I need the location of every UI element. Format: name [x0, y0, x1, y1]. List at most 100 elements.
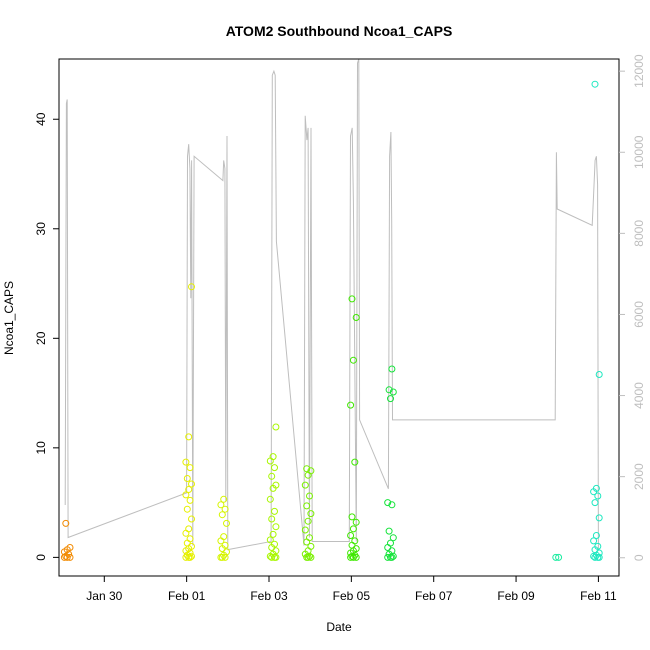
data-point: [266, 495, 274, 503]
data-point: [221, 505, 229, 513]
y2-tick-label: 0: [632, 554, 646, 561]
data-point: [307, 510, 315, 518]
point-cluster: [384, 365, 397, 561]
data-point: [304, 517, 312, 525]
data-point: [384, 544, 392, 551]
data-point: [301, 481, 309, 489]
data-point: [186, 496, 194, 504]
data-point: [387, 539, 394, 547]
data-point: [385, 527, 393, 535]
data-point: [349, 356, 357, 364]
x-tick-label: Feb 11: [580, 589, 617, 603]
data-point: [595, 514, 603, 522]
data-point: [304, 471, 312, 479]
y-tick-label: 30: [34, 222, 48, 236]
data-point: [307, 542, 315, 550]
y2-tick-label: 2000: [632, 463, 646, 490]
data-point: [272, 523, 280, 531]
data-point: [66, 544, 74, 551]
data-point: [182, 529, 190, 537]
data-point: [182, 491, 190, 499]
y-tick-label: 20: [34, 331, 48, 345]
data-point: [388, 501, 396, 509]
data-point: [347, 401, 355, 409]
data-point: [221, 541, 229, 549]
data-point: [186, 464, 194, 472]
data-point: [223, 519, 230, 527]
data-point: [271, 464, 278, 472]
data-point: [352, 518, 360, 526]
x-axis-label: Date: [326, 620, 352, 634]
data-point: [388, 365, 396, 373]
data-point: [306, 492, 313, 500]
y2-tick-label: 10000: [632, 135, 646, 169]
data-point: [349, 525, 357, 533]
data-point: [185, 525, 193, 533]
data-point: [186, 549, 194, 557]
data-point: [351, 537, 359, 545]
y-axis-label: Ncoa1_CAPS: [2, 281, 16, 355]
data-point: [183, 539, 191, 547]
y2-tick-label: 4000: [632, 382, 646, 409]
data-point: [185, 433, 193, 441]
point-cluster: [217, 495, 230, 561]
secondary-line: [64, 58, 599, 551]
data-point: [348, 513, 356, 521]
data-point: [271, 507, 278, 515]
data-point: [301, 526, 309, 534]
y2-tick-label: 12000: [632, 54, 646, 88]
data-point: [220, 533, 228, 541]
point-cluster: [182, 283, 195, 561]
y-tick-label: 10: [34, 441, 48, 455]
data-point: [303, 465, 311, 473]
data-point: [306, 534, 313, 542]
data-point: [272, 423, 280, 431]
secondary-y-axis: 0 2000 4000 6000 8000 10000 12000: [619, 54, 646, 561]
x-tick-label: Feb 03: [250, 589, 288, 603]
data-point: [595, 371, 603, 378]
data-point: [389, 534, 397, 542]
chart-title: ATOM2 Southbound Ncoa1_CAPS: [226, 23, 453, 39]
data-point: [268, 472, 276, 480]
data-point: [188, 552, 195, 560]
data-point: [307, 467, 315, 475]
data-point: [268, 515, 276, 523]
data-point: [185, 486, 193, 493]
data-point: [269, 453, 277, 461]
point-cluster: [60, 519, 74, 561]
data-point: [223, 548, 230, 556]
data-point: [66, 553, 74, 561]
data-point: [303, 502, 311, 510]
data-point: [188, 515, 195, 523]
data-point: [351, 551, 359, 559]
data-point: [590, 537, 598, 545]
point-cluster: [590, 80, 603, 561]
data-point: [385, 386, 393, 394]
data-point: [266, 536, 274, 544]
plot-frame: [58, 58, 620, 577]
data-point: [595, 549, 603, 557]
x-axis: Jan 30 Feb 01 Feb 03 Feb 05 Feb 07 Feb 09 Feb …: [86, 575, 617, 603]
data-point: [63, 553, 71, 561]
data-point: [389, 388, 397, 396]
data-point: [272, 547, 280, 555]
data-point: [303, 538, 311, 546]
data-point: [552, 553, 560, 561]
x-tick-label: Feb 09: [497, 589, 535, 603]
data-point: [272, 481, 280, 489]
data-point: [592, 532, 600, 539]
data-point: [591, 499, 599, 507]
data-point: [592, 484, 600, 492]
data-points: [60, 80, 603, 561]
data-point: [348, 541, 356, 549]
x-tick-label: Feb 01: [168, 589, 206, 603]
x-tick-label: Jan 30: [86, 589, 122, 603]
data-point: [352, 545, 360, 553]
point-cluster: [552, 553, 563, 561]
y2-tick-label: 6000: [632, 301, 646, 328]
data-point: [218, 511, 226, 519]
point-cluster: [266, 423, 280, 561]
y2-tick-label: 8000: [632, 220, 646, 247]
data-point: [65, 550, 73, 558]
